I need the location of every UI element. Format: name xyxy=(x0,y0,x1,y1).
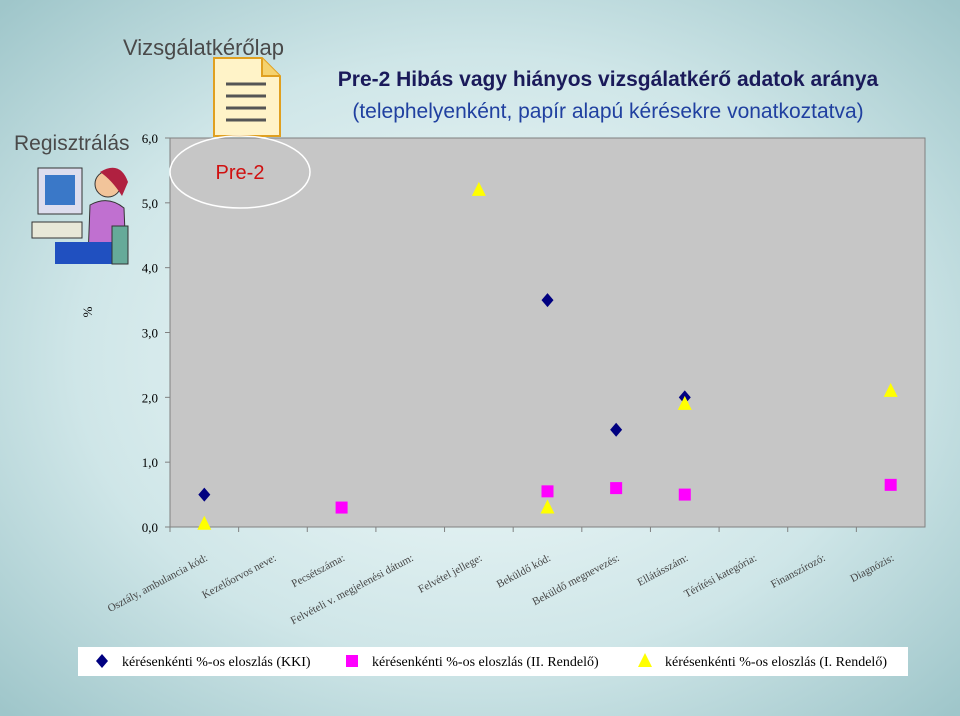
badge-ellipse xyxy=(169,135,311,209)
y-axis-label: % xyxy=(80,306,95,317)
point xyxy=(883,382,898,397)
legend-label: kérésenkénti %-os eloszlás (KKI) xyxy=(122,655,311,670)
point xyxy=(198,487,211,502)
point xyxy=(540,499,555,514)
point xyxy=(335,501,348,514)
chart-title: Pre-2 Hibás vagy hiányos vizsgálatkérő a… xyxy=(338,68,879,91)
point xyxy=(884,478,897,491)
y-tick-label: 5,0 xyxy=(142,196,158,211)
y-tick-label: 4,0 xyxy=(142,261,158,276)
point xyxy=(541,485,554,498)
y-tick-label: 0,0 xyxy=(142,520,158,535)
section-title: Vizsgálatkérőlap xyxy=(123,35,284,60)
point xyxy=(197,515,212,530)
legend xyxy=(78,647,908,676)
legend-marker xyxy=(96,654,108,668)
y-tick-label: 1,0 xyxy=(142,455,158,470)
chart-subtitle: (telephelyenként, papír alapú kérésekre … xyxy=(352,100,863,123)
point xyxy=(610,422,623,437)
legend-marker xyxy=(638,653,652,667)
document-icon xyxy=(213,57,281,137)
y-tick-label: 3,0 xyxy=(142,326,158,341)
y-tick-label: 2,0 xyxy=(142,390,158,405)
legend-label: kérésenkénti %-os eloszlás (I. Rendelő) xyxy=(665,655,887,670)
badge: Pre-2 xyxy=(216,162,265,184)
point xyxy=(471,181,486,196)
point xyxy=(678,488,691,501)
plot-area xyxy=(169,137,926,528)
step-label: Regisztrálás xyxy=(14,132,130,155)
point xyxy=(541,293,554,308)
y-tick-label: 6,0 xyxy=(142,131,158,146)
operator-icon xyxy=(31,167,129,265)
legend-label: kérésenkénti %-os eloszlás (II. Rendelő) xyxy=(372,655,599,670)
legend-marker xyxy=(346,655,358,667)
point xyxy=(677,395,692,410)
point xyxy=(610,482,623,495)
